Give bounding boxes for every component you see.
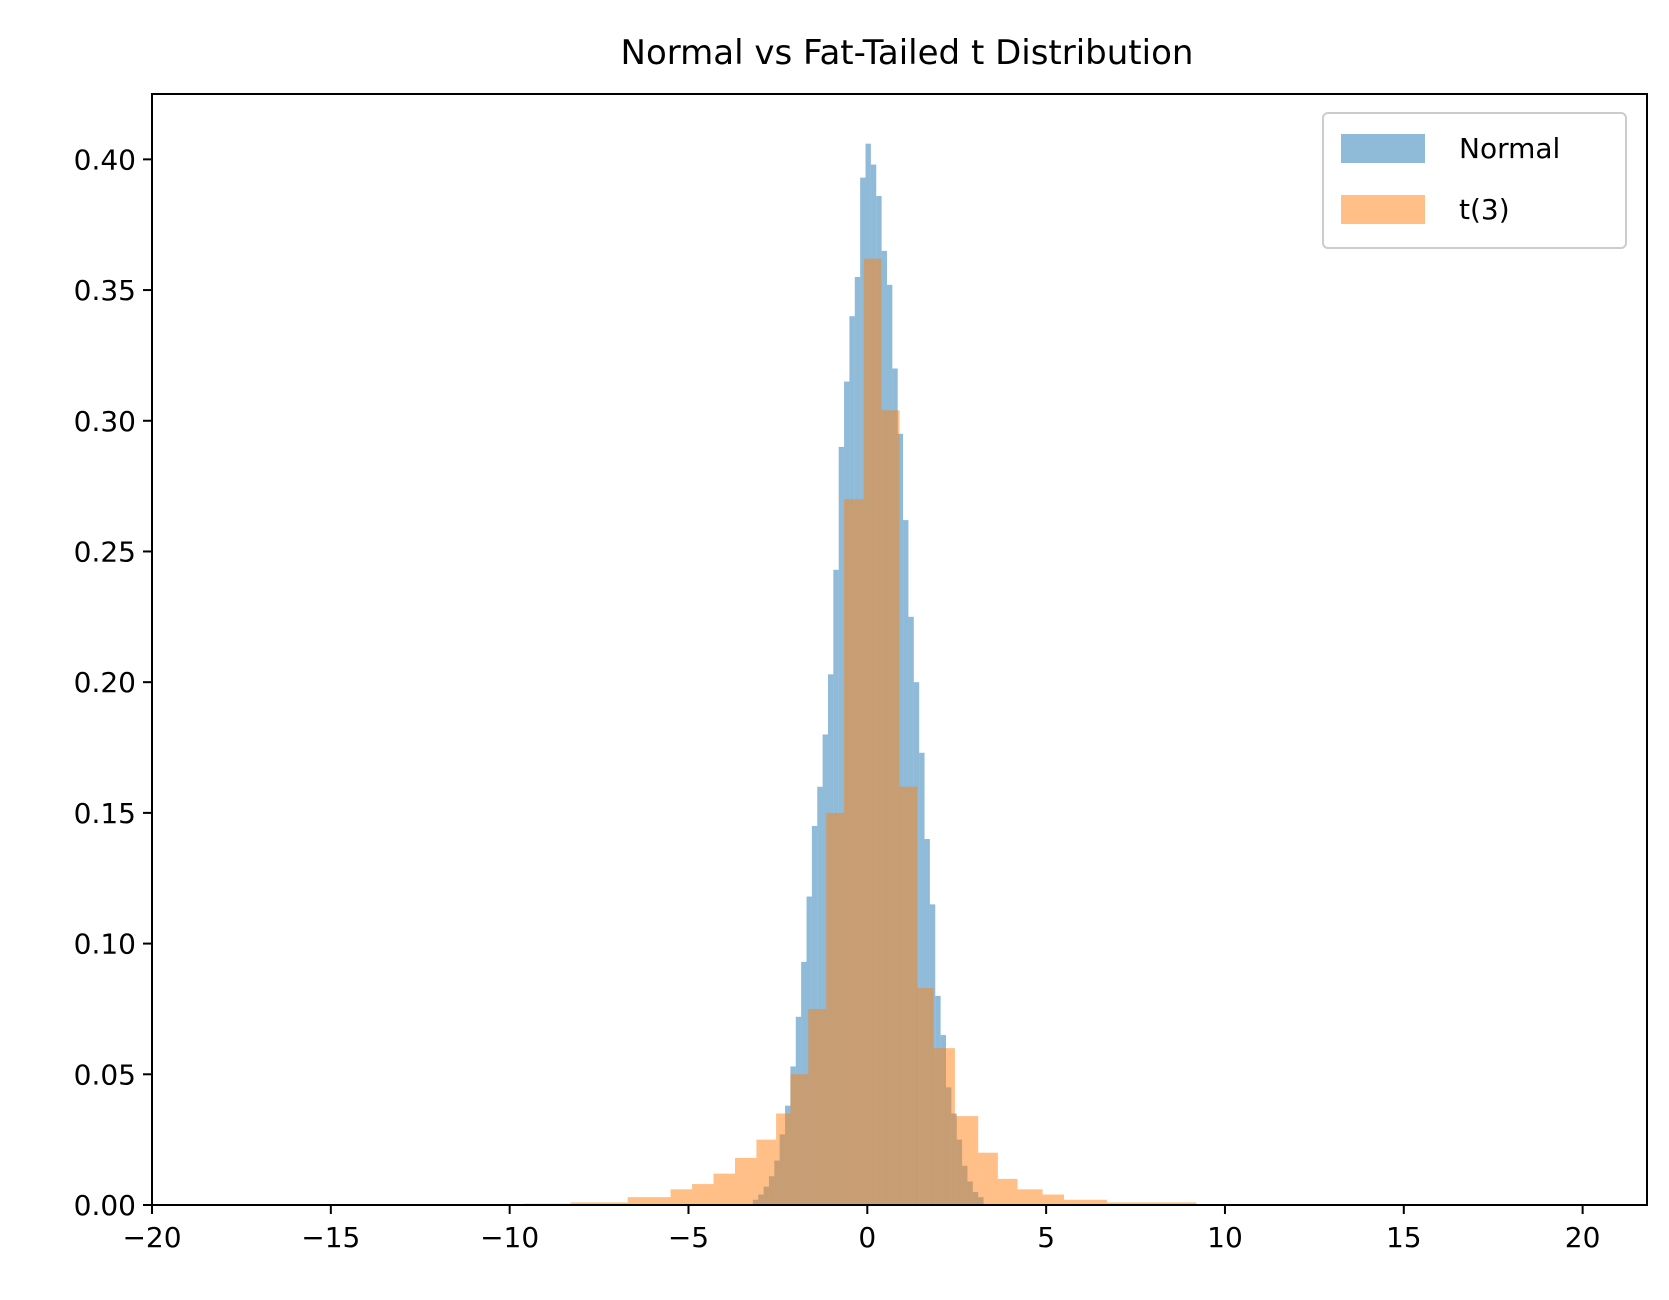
y-axis: 0.00 0.05 0.10 0.15 0.20 0.25 0.30 0.35 0.40: [74, 143, 152, 1222]
histogram-bar: [713, 1173, 735, 1205]
y-tick-label: 0.20: [74, 666, 136, 699]
histogram-bar: [1064, 1199, 1107, 1205]
histogram-bar: [863, 258, 882, 1205]
legend-label: Normal: [1459, 132, 1560, 165]
x-axis: −20 −15 −10 −5 0 5 10 15 20: [122, 1205, 1600, 1254]
histogram-bar: [978, 1152, 998, 1205]
chart-title: Normal vs Fat-Tailed t Distribution: [621, 33, 1194, 73]
x-tick-label: 5: [1037, 1221, 1055, 1254]
y-tick-label: 0.40: [74, 143, 136, 176]
y-tick-label: 0.30: [74, 405, 136, 438]
legend: Normal t(3): [1322, 112, 1627, 249]
histogram-bar: [756, 1139, 777, 1205]
histogram-bar: [692, 1184, 714, 1205]
histogram-bar: [734, 1157, 757, 1205]
x-tick-label: 10: [1207, 1221, 1243, 1254]
legend-label: t(3): [1459, 193, 1510, 226]
histogram-bars: [523, 143, 1197, 1206]
y-tick-label: 0.10: [74, 928, 136, 961]
legend-swatch: [1341, 134, 1425, 163]
histogram-bar: [808, 1008, 827, 1205]
legend-swatch: [1341, 195, 1425, 224]
histogram-bar: [1017, 1189, 1043, 1205]
histogram-bar: [776, 1113, 791, 1205]
histogram-bar: [997, 1178, 1018, 1205]
histogram-bar: [790, 1074, 809, 1205]
x-tick-label: 0: [858, 1221, 876, 1254]
plot-frame: [151, 93, 1648, 1206]
histogram-bar: [817, 786, 823, 1205]
histogram-bar: [1106, 1202, 1197, 1205]
x-tick-label: 15: [1386, 1221, 1422, 1254]
histogram-bar: [919, 752, 925, 1205]
histogram-bar: [844, 499, 864, 1205]
x-tick-label: −5: [668, 1221, 709, 1254]
histogram-bar: [881, 410, 900, 1205]
y-tick-label: 0.25: [74, 535, 136, 568]
histogram-bar: [826, 812, 845, 1205]
histogram-bar: [954, 1116, 979, 1205]
histogram-bar: [933, 1048, 955, 1205]
y-tick-label: 0.15: [74, 797, 136, 830]
x-tick-label: 20: [1565, 1221, 1601, 1254]
series-t3: [523, 258, 1197, 1205]
histogram-bar: [670, 1189, 693, 1205]
x-tick-label: −20: [122, 1221, 181, 1254]
y-tick-label: 0.00: [74, 1189, 136, 1222]
histogram-bar: [917, 988, 934, 1205]
histogram-bar: [570, 1202, 628, 1205]
x-tick-label: −10: [480, 1221, 539, 1254]
y-tick-label: 0.05: [74, 1058, 136, 1091]
histogram-bar: [822, 734, 828, 1205]
histogram-bar: [627, 1197, 671, 1205]
histogram-bar: [1042, 1194, 1065, 1205]
y-tick-label: 0.35: [74, 274, 136, 307]
x-tick-label: −15: [301, 1221, 360, 1254]
histogram-bar: [899, 786, 918, 1205]
